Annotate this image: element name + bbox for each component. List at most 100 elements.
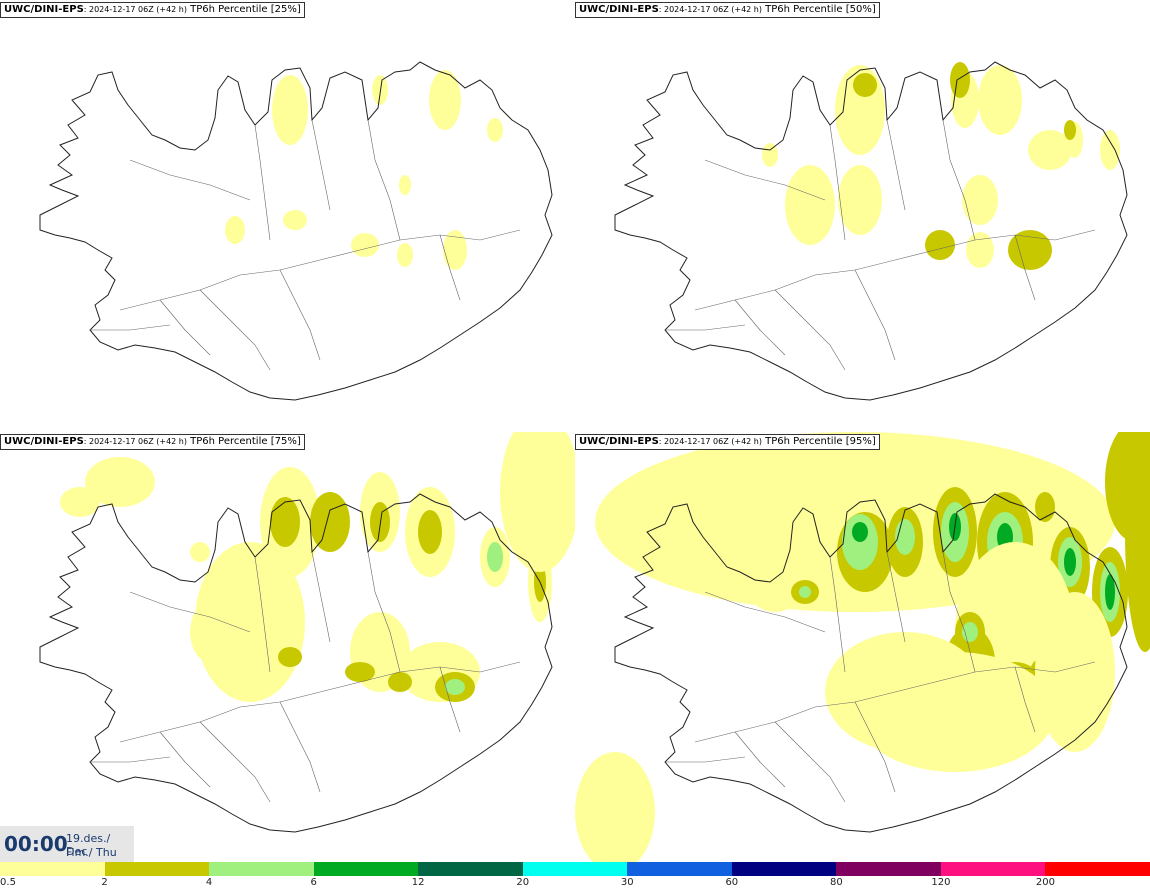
precip-area — [487, 118, 503, 142]
map-panel-p95: UWC/DINI-EPS: 2024-12-17 06Z (+42 h) TP6… — [575, 432, 1150, 864]
precip-area — [418, 510, 442, 554]
precip-area — [60, 487, 100, 517]
precip-area — [1035, 592, 1115, 752]
precip-area — [838, 165, 882, 235]
precip-shading — [762, 62, 1120, 270]
precip-area — [978, 65, 1022, 135]
legend-tick-label: 20 — [516, 877, 530, 888]
road-line — [129, 591, 251, 633]
legend-tick-label: 6 — [310, 877, 317, 888]
legend-tick-label: 4 — [205, 877, 213, 888]
legend-tick-label: 12 — [411, 877, 425, 888]
road-line — [1014, 666, 1036, 733]
precip-map — [39, 432, 575, 833]
road-line — [119, 691, 321, 743]
precip-area — [351, 233, 379, 257]
precip-area — [1105, 432, 1150, 542]
coastline — [39, 61, 553, 401]
road-line — [319, 229, 521, 261]
legend-tick-label: 80 — [829, 877, 843, 888]
road-line — [439, 666, 461, 733]
road-line — [159, 731, 211, 788]
road-line — [774, 289, 846, 371]
road-line — [694, 259, 896, 311]
precip-area — [785, 165, 835, 245]
legend-swatch — [940, 862, 1046, 876]
precip-area — [429, 70, 461, 130]
road-line — [159, 299, 211, 356]
precip-area — [755, 472, 855, 532]
legend-swatch — [522, 862, 628, 876]
legend-swatch — [0, 862, 106, 876]
road-line — [894, 661, 1096, 693]
road-line — [942, 551, 976, 673]
legend-tick-label: 30 — [620, 877, 634, 888]
precip-area — [190, 602, 230, 662]
precip-area — [853, 73, 877, 97]
precip-area — [852, 522, 868, 542]
precip-area — [399, 175, 411, 195]
legend-swatch — [313, 862, 419, 876]
legend-swatch — [209, 862, 315, 876]
precip-area — [190, 542, 210, 562]
coastline — [39, 493, 553, 833]
valid-time-clock: 00:00 — [4, 832, 68, 856]
road-line — [734, 731, 786, 788]
precip-area — [370, 502, 390, 542]
precip-area — [283, 210, 307, 230]
precip-area — [280, 78, 300, 102]
precip-area — [966, 232, 994, 268]
road-line — [367, 551, 401, 673]
road-line — [704, 159, 826, 201]
precip-area — [225, 216, 245, 244]
precip-area — [388, 672, 412, 692]
precip-area — [397, 243, 413, 267]
road-line — [829, 124, 846, 241]
precip-area — [1020, 247, 1040, 263]
map-panel-p25: UWC/DINI-EPS: 2024-12-17 06Z (+42 h) TP6… — [0, 0, 575, 432]
map-panel-p50: UWC/DINI-EPS: 2024-12-17 06Z (+42 h) TP6… — [575, 0, 1150, 432]
legend-swatch — [627, 862, 733, 876]
precip-map — [614, 61, 1128, 401]
road-line — [854, 269, 896, 361]
panel-title: UWC/DINI-EPS: 2024-12-17 06Z (+42 h) TP6… — [0, 434, 305, 450]
precip-area — [950, 62, 970, 98]
road-line — [694, 691, 896, 743]
precip-area — [962, 175, 998, 225]
road-line — [829, 556, 846, 673]
road-line — [254, 124, 271, 241]
road-line — [279, 269, 321, 361]
precip-area — [925, 230, 955, 260]
road-line — [886, 551, 906, 643]
precip-area — [1064, 548, 1076, 576]
precip-area — [487, 542, 503, 572]
panel-title: UWC/DINI-EPS: 2024-12-17 06Z (+42 h) TP6… — [0, 2, 305, 18]
legend-tick-label: 120 — [931, 877, 951, 888]
legend-swatch — [1045, 862, 1150, 876]
valid-date-line2: Fim./ Thu — [66, 846, 117, 859]
precip-area — [1105, 574, 1115, 610]
precip-area — [962, 622, 978, 642]
road-line — [254, 556, 271, 673]
road-line — [886, 119, 906, 211]
precip-shading — [225, 70, 503, 270]
color-legend: 0.5 2 4 6 12 20 30 60 80 120 200 — [0, 862, 1150, 891]
precip-area — [1028, 130, 1072, 170]
precip-shading — [60, 432, 575, 702]
legend-swatch — [731, 862, 837, 876]
legend-swatch — [104, 862, 210, 876]
road-line — [439, 234, 461, 301]
road-line — [734, 299, 786, 356]
coastline — [614, 493, 1128, 833]
precip-area — [575, 752, 655, 864]
precip-area — [270, 497, 300, 547]
legend-swatch — [836, 862, 942, 876]
road-line — [311, 551, 331, 643]
precip-map — [39, 61, 553, 401]
road-line — [311, 119, 331, 211]
map-panel-p75: UWC/DINI-EPS: 2024-12-17 06Z (+42 h) TP6… — [0, 432, 575, 864]
road-line — [199, 721, 271, 803]
legend-tick-label: 2 — [101, 877, 108, 888]
road-line — [119, 259, 321, 311]
precip-area — [500, 432, 575, 572]
